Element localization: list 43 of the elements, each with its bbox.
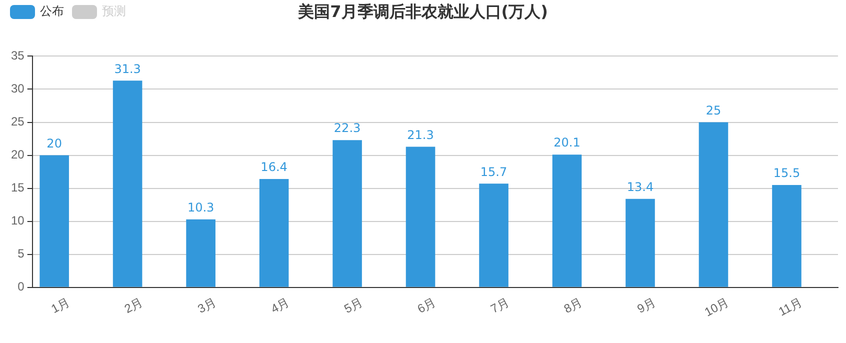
x-tick-label: 1月 [48,294,72,316]
bar [479,184,508,287]
data-label: 13.4 [626,180,654,194]
y-tick-label: 35 [10,48,25,63]
bar [698,122,728,287]
data-label: 10.3 [187,200,214,214]
y-tick-label: 0 [18,280,25,294]
y-tick-label: 20 [10,148,25,162]
y-tick-label: 25 [10,114,25,129]
x-tick-label: 8月 [562,294,585,316]
data-label: 31.3 [114,62,141,76]
x-tick-label: 10月 [702,294,732,320]
x-tick-label: 3月 [195,294,218,316]
data-label: 25 [706,103,722,118]
legend-label: 公布 [40,3,64,20]
x-tick-label: 5月 [342,294,365,316]
x-tick-label: 6月 [415,294,438,316]
y-tick-label: 30 [10,82,25,96]
chart-title: 美国7月季调后非农就业人口(万人) [297,2,548,21]
x-tick-label: 4月 [268,294,292,316]
data-label: 22.3 [334,121,361,136]
bar [112,80,142,287]
bar [626,198,655,287]
x-tick-label: 7月 [488,294,512,316]
bar [259,179,289,287]
bar [186,219,216,287]
y-tick-label: 15 [10,180,25,195]
data-label: 21.3 [407,128,434,142]
data-label: 20.1 [554,136,580,150]
bar [406,146,436,287]
bar [552,154,582,287]
bar [332,140,362,287]
y-tick-label: 5 [18,246,25,261]
bar [772,185,802,287]
bar [40,155,69,287]
x-tick-label: 9月 [634,294,658,316]
data-label: 15.5 [773,166,800,180]
data-label: 15.7 [480,164,508,179]
data-label: 20 [46,136,62,150]
x-tick-label: 2月 [122,294,146,316]
y-tick-label: 10 [10,214,25,228]
data-label: 16.4 [260,160,288,174]
x-tick-label: 11月 [776,294,804,319]
